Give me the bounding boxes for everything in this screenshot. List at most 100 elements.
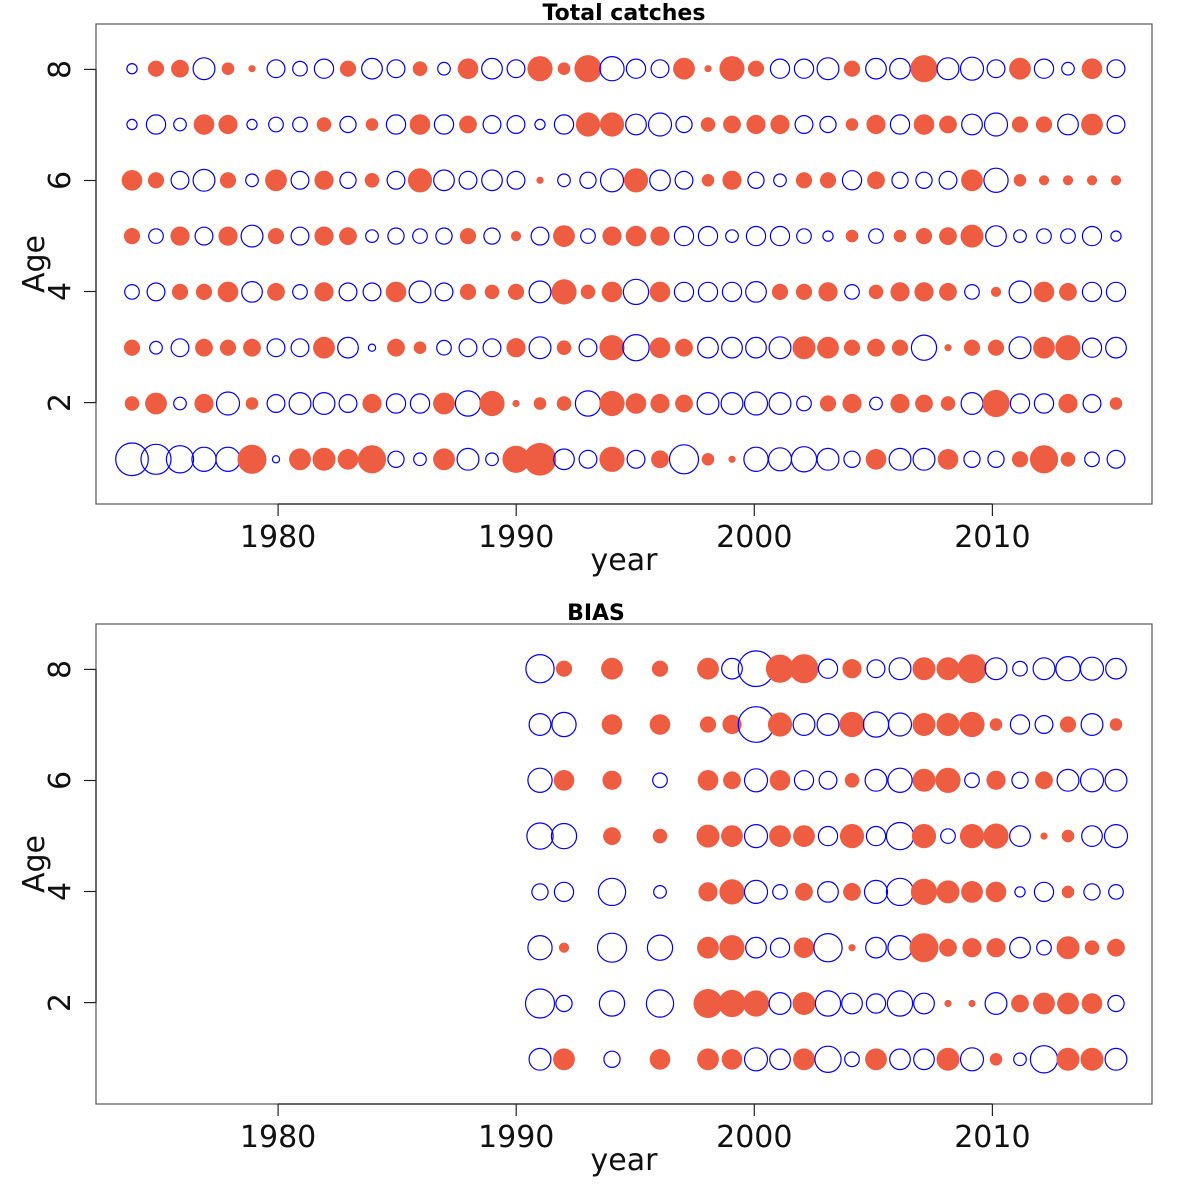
bubble-negative-age-1-year-2015	[1106, 449, 1126, 469]
bubble-negative-age-8-year-2005	[865, 57, 887, 80]
bubble-positive-age-8-year-1997	[673, 57, 695, 80]
bubble-positive-age-3-year-1979	[243, 338, 261, 357]
bubble-positive-age-2-year-2009	[968, 999, 976, 1008]
bubble-positive-age-5-year-1976	[170, 226, 190, 246]
bubble-positive-age-5-year-2010	[983, 823, 1009, 849]
bubble-positive-age-6-year-2008	[935, 767, 961, 793]
bubble-negative-age-3-year-2000	[745, 936, 767, 959]
bubble-positive-age-7-year-2008	[939, 115, 957, 134]
panel-1-plot-frame	[95, 23, 1153, 505]
bubble-positive-age-7-year-2014	[1081, 113, 1103, 136]
bubble-negative-age-5-year-2001	[769, 225, 791, 247]
bubble-positive-age-2-year-1989	[479, 390, 505, 417]
bubble-negative-age-3-year-1995	[622, 334, 650, 362]
bubble-positive-age-6-year-2011	[1013, 174, 1027, 187]
bubble-negative-age-1-year-2012	[1029, 1045, 1059, 1074]
bubble-positive-age-4-year-2009	[961, 881, 983, 903]
bubble-positive-age-5-year-1988	[459, 228, 477, 245]
bubble-positive-age-2-year-2003	[819, 395, 837, 412]
panel-2-plot-frame	[95, 623, 1153, 1105]
bubble-positive-age-8-year-1978	[221, 62, 235, 75]
bubble-positive-age-7-year-2004	[845, 118, 859, 131]
bubble-negative-age-1-year-2001	[769, 1048, 791, 1071]
bubble-positive-age-1-year-2005	[865, 449, 887, 470]
bubble-positive-age-3-year-1992	[558, 942, 570, 953]
bubble-positive-age-5-year-2012	[1040, 832, 1048, 840]
bubble-positive-age-4-year-1996	[649, 281, 671, 303]
bubble-positive-age-1-year-1992	[553, 1048, 575, 1071]
bubble-negative-age-8-year-2013	[1055, 656, 1081, 682]
bubble-positive-age-7-year-2007	[913, 114, 935, 135]
bubble-negative-age-3-year-1989	[482, 338, 502, 358]
bubble-positive-age-4-year-2002	[795, 283, 813, 300]
bubble-negative-age-7-year-1976	[173, 117, 187, 132]
bubble-positive-age-2-year-1997	[675, 394, 693, 413]
bubble-positive-age-2-year-2011	[1011, 994, 1029, 1013]
bubble-positive-age-2-year-1995	[625, 393, 647, 414]
bubble-positive-age-6-year-1978	[219, 172, 237, 189]
bubble-negative-age-7-year-1991	[528, 712, 552, 736]
bubble-positive-age-5-year-2007	[911, 824, 937, 849]
bubble-negative-age-2-year-2014	[1082, 394, 1102, 414]
bubble-negative-age-7-year-1997	[675, 115, 693, 134]
bubble-negative-age-4-year-1986	[408, 280, 432, 304]
bubble-positive-age-6-year-1991	[536, 176, 544, 184]
bubble-positive-age-8-year-1992	[555, 660, 573, 677]
bubble-negative-age-5-year-2006	[885, 821, 915, 851]
bubble-negative-age-7-year-1974	[126, 118, 138, 131]
bubble-positive-age-4-year-2001	[771, 283, 789, 300]
bubble-negative-age-1-year-1993	[578, 449, 598, 469]
bubble-positive-age-6-year-1998	[697, 770, 719, 791]
bubble-negative-age-5-year-2011	[1013, 229, 1027, 244]
bubble-negative-age-3-year-1976	[170, 338, 190, 358]
bubble-positive-age-4-year-2002	[795, 883, 813, 901]
bubble-negative-age-1-year-2004	[844, 1051, 860, 1068]
bubble-negative-age-8-year-1996	[650, 59, 670, 79]
bubble-positive-age-6-year-2014	[1086, 175, 1098, 186]
bubble-negative-age-5-year-2003	[822, 230, 834, 242]
bubble-negative-age-5-year-2012	[1036, 228, 1052, 245]
bubble-positive-age-6-year-2013	[1062, 175, 1074, 186]
bubble-negative-age-2-year-2001	[768, 991, 792, 1015]
bubble-positive-age-1-year-1999	[728, 455, 736, 463]
bubble-positive-age-6-year-1998	[701, 174, 715, 187]
bubble-negative-age-6-year-1981	[290, 170, 310, 190]
bubble-negative-age-6-year-2000	[747, 171, 765, 189]
bubble-negative-age-8-year-2003	[817, 658, 839, 679]
panel-1-x-tick-label-2000: 2000	[716, 520, 792, 555]
bubble-negative-age-1-year-2010	[987, 450, 1005, 468]
bubble-positive-age-4-year-1989	[484, 284, 500, 300]
bubble-negative-age-1-year-2006	[888, 447, 912, 471]
bubble-negative-age-2-year-1985	[385, 393, 407, 414]
bubble-positive-age-7-year-1977	[193, 114, 215, 135]
panel-total-catches: Total catches 1980 1990 2000 2010 year 2…	[17, 1, 1153, 578]
panel-1-x-tick-label-1980: 1980	[240, 520, 316, 555]
bubble-negative-age-7-year-2010	[983, 112, 1009, 137]
bubble-negative-age-2-year-1999	[720, 392, 744, 416]
bubble-positive-age-1-year-1999	[721, 1049, 743, 1070]
bubble-positive-age-2-year-2008	[944, 999, 952, 1008]
bubble-negative-age-5-year-1984	[365, 229, 379, 244]
bubble-negative-age-2-year-1988	[454, 390, 482, 417]
bubble-positive-age-8-year-1991	[527, 56, 553, 82]
bubble-negative-age-4-year-1984	[362, 282, 382, 302]
bubble-negative-age-7-year-2015	[1106, 114, 1126, 134]
bubble-positive-age-6-year-1995	[623, 168, 649, 193]
bubble-positive-age-8-year-2011	[1009, 57, 1031, 80]
bubble-negative-age-5-year-2000	[743, 823, 769, 849]
bubble-negative-age-6-year-2008	[938, 170, 958, 190]
bubble-negative-age-5-year-2003	[817, 825, 839, 847]
bubble-negative-age-2-year-1992	[555, 994, 573, 1013]
bubble-positive-age-1-year-1982	[312, 447, 336, 471]
bubble-positive-age-7-year-1994	[601, 714, 623, 735]
bubble-positive-age-3-year-1977	[195, 338, 213, 357]
bubble-positive-age-6-year-2001	[769, 770, 791, 791]
bubble-positive-age-8-year-1986	[412, 61, 428, 76]
bubble-negative-age-6-year-1979	[245, 173, 259, 188]
bubble-negative-age-8-year-1985	[386, 59, 406, 79]
bubble-positive-age-5-year-1978	[218, 226, 238, 246]
bubble-positive-age-4-year-2003	[818, 282, 838, 302]
bubble-positive-age-7-year-2007	[912, 713, 936, 736]
bubble-positive-age-7-year-1998	[700, 117, 716, 132]
bubble-negative-age-2-year-2012	[1033, 393, 1055, 414]
